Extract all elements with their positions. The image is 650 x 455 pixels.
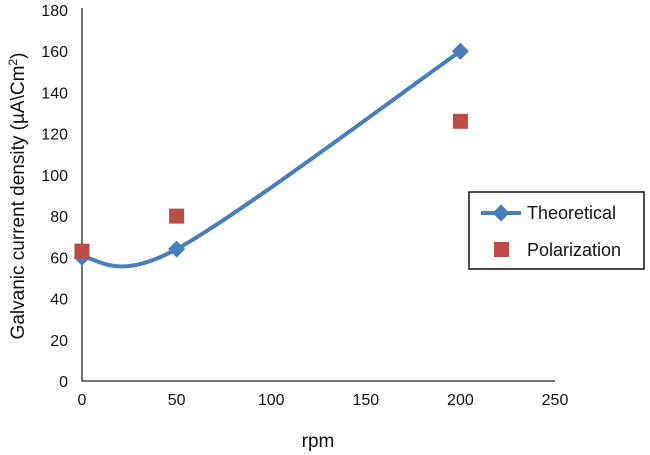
legend-item-polarization: Polarization bbox=[494, 240, 621, 260]
y-tick-label: 100 bbox=[41, 168, 68, 185]
legend: Theoretical Polarization bbox=[468, 191, 645, 270]
y-tick-label: 140 bbox=[41, 85, 68, 102]
legend-item-theoretical: Theoretical bbox=[481, 203, 616, 223]
x-axis-ticks: 0 50 100 150 200 250 bbox=[78, 392, 569, 409]
polarization-square-marker bbox=[169, 208, 185, 224]
x-axis-title: rpm bbox=[302, 431, 335, 452]
theoretical-series-line bbox=[80, 49, 463, 269]
x-tick-label: 100 bbox=[258, 392, 285, 409]
y-tick-label: 160 bbox=[41, 44, 68, 61]
theoretical-diamond-marker bbox=[168, 240, 186, 258]
y-tick-label: 180 bbox=[41, 3, 68, 20]
polarization-legend-square-icon bbox=[494, 242, 509, 257]
x-tick-label: 0 bbox=[78, 392, 87, 409]
y-tick-label: 0 bbox=[59, 374, 68, 391]
y-tick-label: 40 bbox=[50, 292, 68, 309]
y-tick-label: 60 bbox=[50, 250, 68, 267]
legend-label-theoretical: Theoretical bbox=[527, 203, 616, 223]
polarization-square-marker bbox=[74, 243, 90, 259]
theoretical-series-markers bbox=[73, 42, 469, 266]
y-axis-title: Galvanic current density (µA\Cm2) bbox=[6, 53, 29, 340]
y-tick-label: 120 bbox=[41, 127, 68, 144]
x-tick-label: 50 bbox=[168, 392, 186, 409]
y-tick-label: 80 bbox=[50, 209, 68, 226]
legend-label-polarization: Polarization bbox=[527, 240, 621, 260]
x-tick-label: 250 bbox=[542, 392, 569, 409]
polarization-series-markers bbox=[74, 113, 468, 259]
polarization-square-marker bbox=[452, 113, 468, 129]
x-tick-label: 200 bbox=[447, 392, 474, 409]
theoretical-legend-diamond-icon bbox=[492, 204, 510, 222]
x-tick-label: 150 bbox=[352, 392, 379, 409]
y-tick-label: 20 bbox=[50, 333, 68, 350]
y-axis-ticks: 0 20 40 60 80 100 120 140 160 180 bbox=[41, 3, 68, 391]
